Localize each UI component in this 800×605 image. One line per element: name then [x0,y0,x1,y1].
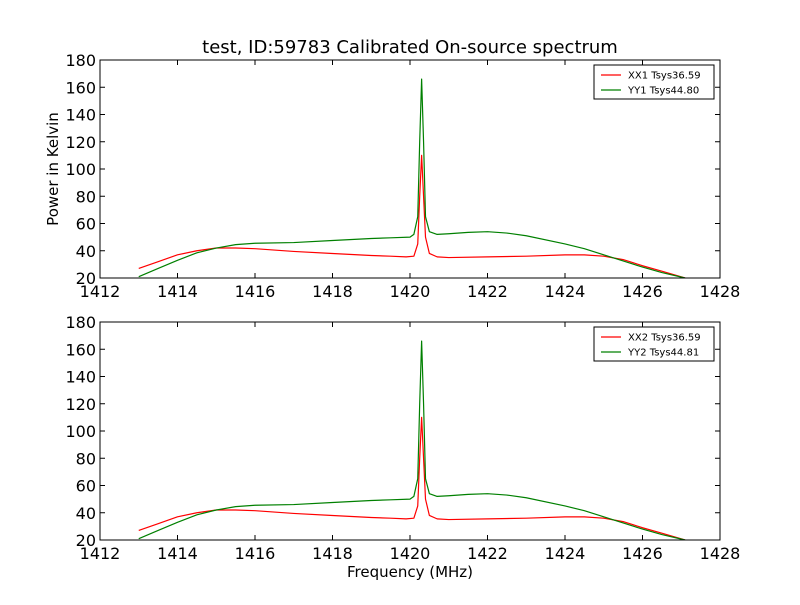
subplot-1: 1412 1414 1416 1418 1420 1422 1424 1426 1428 20 40… [44,51,740,301]
x-tick-label: 1416 [235,282,276,301]
y-tick-label: 160 [65,340,96,359]
x-tick-label: 1412 [80,544,121,563]
y-tick-label: 180 [65,313,96,332]
x-tick-label: 1420 [390,282,431,301]
x-tick-label: 1426 [622,282,663,301]
y-tick-label: 20 [76,269,96,288]
y-tick-label: 80 [76,449,96,468]
y-tick-label: 100 [65,422,96,441]
x-tick-label: 1422 [467,544,508,563]
y-tick-label: 60 [76,477,96,496]
x-tick-label: 1414 [157,282,198,301]
x-tick-label: 1414 [157,544,198,563]
x-axis-label: Frequency (MHz) [347,563,473,581]
x-tick-label: 1424 [545,544,586,563]
x-tick-label: 1424 [545,282,586,301]
x-tick-label: 1422 [467,282,508,301]
x-tick-label: 1416 [235,544,276,563]
x-tick-label: 1412 [80,282,121,301]
y-tick-label: 140 [65,106,96,125]
x-tick-label: 1426 [622,544,663,563]
x-tick-label: 1418 [312,544,353,563]
x-tick-label: 1428 [700,544,741,563]
y-tick-label: 180 [65,51,96,70]
y-tick-label: 40 [76,504,96,523]
legend-label: YY1 Tsys44.80 [627,86,699,97]
y-tick-label: 100 [65,160,96,179]
series-line-yy-2 [138,340,686,540]
y-tick-label: 120 [65,133,96,152]
legend-label: YY2 Tsys44.81 [627,348,699,359]
y-tick-label: 120 [65,395,96,414]
legend-label: XX1 Tsys36.59 [628,71,701,82]
legend-box [593,64,715,100]
legend: XX2 Tsys36.59 YY2 Tsys44.81 [593,326,715,362]
figure-title: test, ID:59783 Calibrated On-source spec… [202,37,618,58]
x-tick-label: 1428 [700,282,741,301]
series-line-xx-1 [138,154,686,278]
legend: XX1 Tsys36.59 YY1 Tsys44.80 [593,64,715,100]
series-line-yy-1 [138,78,686,278]
y-tick-label: 160 [65,78,96,97]
subplot-2: 1412 1414 1416 1418 1420 1422 1424 1426 1428 20 40… [65,313,740,581]
y-tick-label: 80 [76,187,96,206]
y-axis-label: Power in Kelvin [44,112,62,226]
series-line-xx-2 [138,416,686,540]
y-tick-label: 140 [65,368,96,387]
y-tick-label: 60 [76,215,96,234]
y-tick-label: 20 [76,531,96,550]
legend-label: XX2 Tsys36.59 [628,333,701,344]
legend-box [593,326,715,362]
y-tick-label: 40 [76,242,96,261]
x-tick-label: 1418 [312,282,353,301]
x-tick-label: 1420 [390,544,431,563]
